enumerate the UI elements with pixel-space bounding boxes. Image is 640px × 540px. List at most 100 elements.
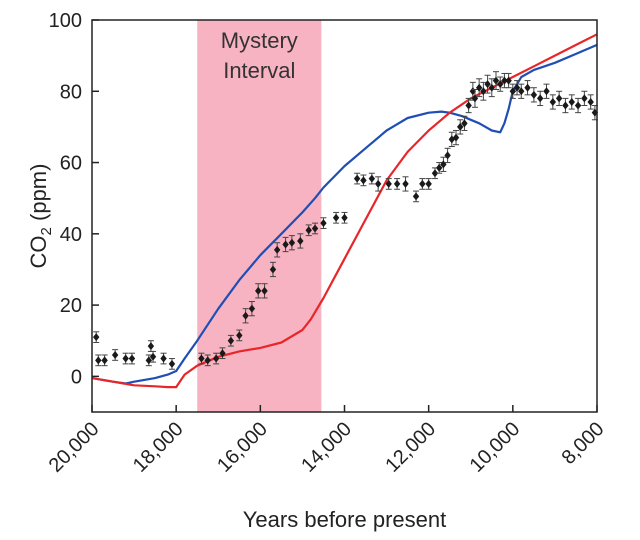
- data-point: [248, 301, 256, 317]
- point-marker: [543, 87, 550, 96]
- data-point: [587, 94, 594, 110]
- point-marker: [236, 331, 243, 340]
- point-marker: [461, 119, 468, 128]
- point-marker: [212, 354, 220, 363]
- data-point: [492, 71, 500, 90]
- point-marker: [147, 342, 155, 351]
- point-marker: [219, 349, 226, 358]
- data-point: [368, 172, 376, 185]
- point-marker: [431, 169, 439, 178]
- point-marker: [242, 311, 249, 320]
- point-marker: [282, 240, 289, 249]
- point-marker: [581, 94, 588, 103]
- point-marker: [297, 236, 304, 245]
- band-layer: Mystery Interval: [197, 20, 322, 412]
- x-tick-label: 20,000: [45, 418, 104, 477]
- data-point: [465, 97, 472, 114]
- point-marker: [269, 265, 277, 274]
- data-point: [562, 97, 569, 114]
- point-marker: [587, 97, 594, 106]
- point-marker: [311, 224, 319, 233]
- data-point: [282, 236, 289, 253]
- data-point: [574, 97, 582, 114]
- data-point: [353, 172, 361, 185]
- data-point: [320, 217, 327, 229]
- data-point: [452, 129, 460, 146]
- point-marker: [497, 80, 504, 89]
- data-point: [212, 352, 220, 365]
- point-marker: [149, 352, 157, 361]
- data-point: [305, 224, 312, 237]
- point-marker: [101, 356, 108, 365]
- series-line-0: [91, 43, 598, 385]
- data-point: [168, 358, 176, 370]
- point-marker: [484, 80, 491, 89]
- point-marker: [475, 83, 483, 92]
- point-marker: [95, 356, 102, 365]
- point-marker: [128, 354, 136, 363]
- data-point: [236, 329, 243, 342]
- point-marker: [518, 87, 525, 96]
- point-marker: [204, 356, 211, 365]
- point-marker: [536, 94, 544, 103]
- data-point: [581, 90, 588, 107]
- point-marker: [452, 133, 460, 142]
- data-point: [147, 340, 155, 352]
- y-axis-title-subscript: 2: [38, 227, 55, 235]
- data-point: [160, 352, 167, 365]
- data-point: [402, 176, 409, 192]
- point-marker: [393, 179, 401, 188]
- data-point: [457, 119, 464, 135]
- data-point: [101, 354, 108, 367]
- y-tick-label: 0: [71, 366, 82, 388]
- point-marker: [501, 76, 508, 85]
- point-marker: [385, 179, 392, 188]
- data-point: [385, 178, 392, 190]
- data-point: [419, 178, 426, 190]
- x-tick-label: 10,000: [466, 418, 525, 477]
- data-point: [412, 190, 420, 203]
- point-marker: [555, 94, 563, 103]
- mystery-interval-band: [197, 20, 322, 412]
- point-marker: [168, 359, 176, 368]
- data-point: [219, 347, 226, 360]
- point-marker: [360, 176, 367, 185]
- data-point: [198, 352, 205, 365]
- band-label-line: Mystery: [221, 28, 298, 53]
- data-point: [269, 261, 277, 278]
- data-point: [255, 283, 262, 299]
- point-marker: [273, 245, 281, 254]
- data-point: [288, 235, 296, 251]
- x-axis-title: Years before present: [243, 507, 446, 532]
- point-marker: [492, 76, 500, 85]
- point-marker: [374, 179, 382, 188]
- point-marker: [320, 219, 327, 228]
- line-layer: [91, 33, 598, 389]
- data-point: [513, 80, 521, 96]
- point-marker: [353, 174, 361, 183]
- data-point: [555, 90, 563, 107]
- data-point: [497, 76, 504, 92]
- point-marker: [419, 179, 426, 188]
- data-point: [568, 94, 575, 110]
- point-marker: [549, 97, 557, 106]
- y-tick-label: 20: [60, 295, 82, 317]
- point-marker: [332, 213, 340, 222]
- series-line-1: [91, 33, 598, 389]
- data-point: [536, 90, 544, 107]
- data-point: [549, 94, 557, 110]
- data-point: [273, 242, 281, 258]
- x-tick-label: 12,000: [381, 418, 440, 477]
- x-tick-label: 8,000: [558, 418, 609, 469]
- data-point: [431, 167, 439, 180]
- x-tick-label: 18,000: [129, 418, 188, 477]
- data-point: [530, 87, 538, 103]
- point-marker: [568, 97, 575, 106]
- data-point: [509, 83, 517, 99]
- band-label-line: Interval: [223, 58, 295, 83]
- point-marker: [145, 356, 153, 365]
- data-point: [93, 331, 100, 344]
- data-point: [475, 78, 483, 98]
- data-point: [111, 349, 119, 361]
- data-point: [145, 354, 153, 367]
